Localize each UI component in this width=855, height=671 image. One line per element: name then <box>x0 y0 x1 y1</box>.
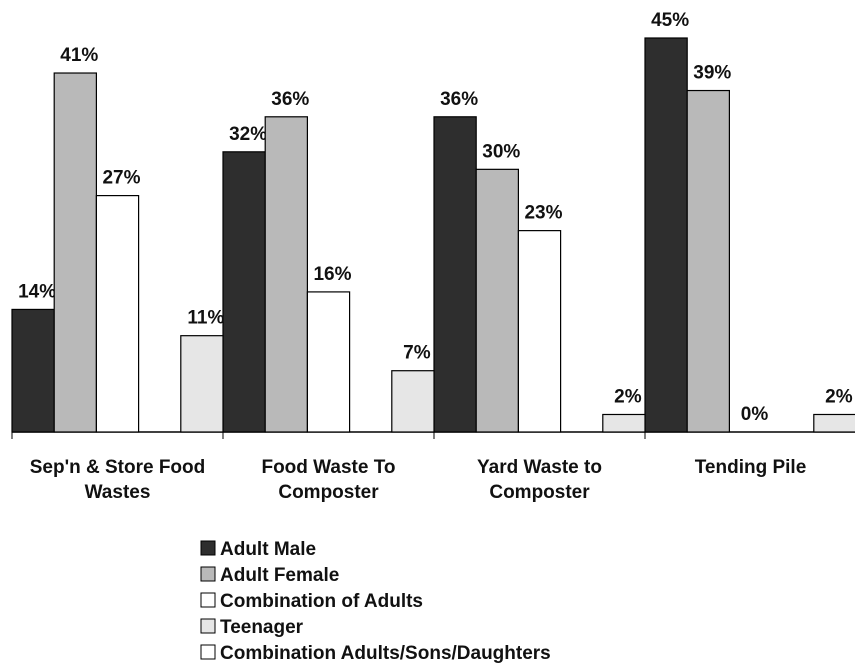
bar <box>53 72 98 433</box>
bar <box>95 195 140 433</box>
legend-label: Adult Male <box>220 539 316 560</box>
bar <box>813 413 855 433</box>
bar <box>686 89 731 433</box>
bar <box>180 335 224 433</box>
bar <box>391 370 435 433</box>
value-label: 16% <box>313 264 351 285</box>
bar <box>222 151 266 433</box>
value-label: 11% <box>187 308 224 329</box>
bar <box>306 291 351 433</box>
x-tick-label: Sep'n & Store Food Wastes <box>29 457 206 503</box>
legend-swatch <box>200 644 216 660</box>
value-label: 41% <box>60 45 98 66</box>
legend-label: Combination Adults/Sons/Daughters <box>220 643 551 664</box>
value-label: 2% <box>825 386 853 407</box>
legend-swatch <box>200 618 216 634</box>
bar <box>517 230 562 433</box>
value-label: 23% <box>524 203 562 224</box>
bar <box>602 413 646 433</box>
legend-swatch <box>200 566 216 582</box>
legend-swatch <box>200 540 216 556</box>
x-tick-label: Yard Waste to Composter <box>477 457 602 503</box>
value-label: 36% <box>271 89 309 110</box>
bar <box>475 168 520 433</box>
legend-swatch <box>200 592 216 608</box>
value-label: 39% <box>693 63 731 84</box>
x-tick-label: Food Waste To Composter <box>261 457 396 503</box>
bar <box>433 116 477 433</box>
value-label: 32% <box>229 124 267 145</box>
x-tick-label: Tending Pile <box>694 457 807 478</box>
value-label: 27% <box>102 168 140 189</box>
legend-label: Teenager <box>220 617 304 638</box>
bar <box>264 116 309 433</box>
value-label: 45% <box>651 10 689 31</box>
legend-label: Combination of Adults <box>220 591 423 612</box>
bar <box>11 308 55 433</box>
value-label: 14% <box>18 281 56 302</box>
value-label: 2% <box>614 386 642 407</box>
value-label: 36% <box>440 89 478 110</box>
bar <box>644 37 688 433</box>
value-label: 7% <box>403 343 431 364</box>
legend-label: Adult Female <box>220 565 339 586</box>
value-label: 0% <box>741 404 769 425</box>
value-label: 30% <box>482 141 520 162</box>
